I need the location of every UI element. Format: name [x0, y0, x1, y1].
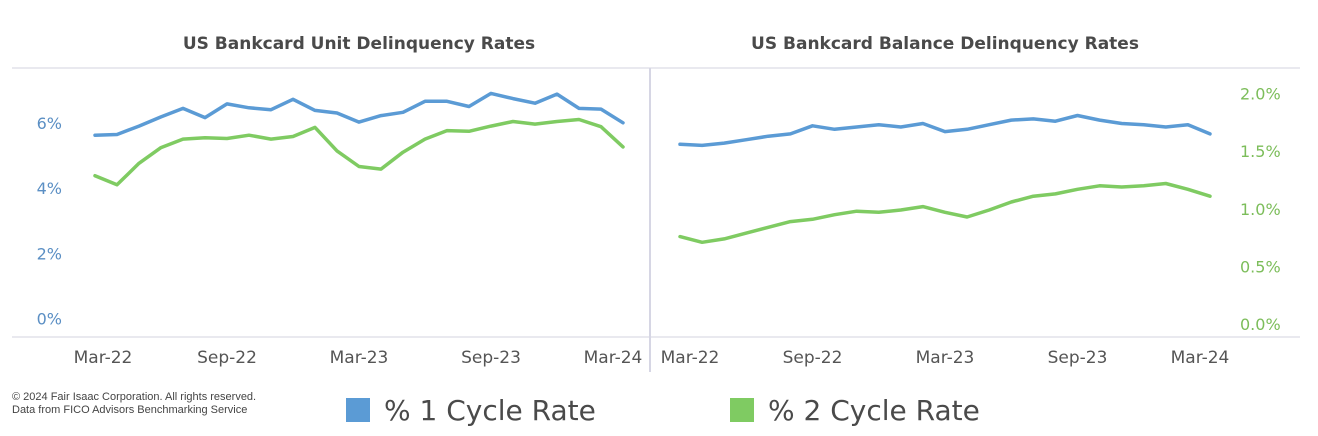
unit-chart-y-axis: 0% 2% 4% 6%	[37, 114, 62, 329]
chart-frame	[12, 67, 1300, 372]
balance-chart-x-axis: Mar-22 Sep-22 Mar-23 Sep-23 Mar-24	[661, 348, 1230, 368]
x-tick-label: Mar-23	[916, 348, 975, 368]
y-tick-label: 1.0%	[1240, 200, 1281, 219]
y-tick-label: 2.0%	[1240, 85, 1281, 104]
series-line-2-cycle	[678, 181, 1212, 245]
legend-label-series2: % 2 Cycle Rate	[768, 393, 980, 427]
y-tick-label: 6%	[37, 114, 62, 133]
x-tick-label: Mar-23	[330, 348, 389, 368]
unit-chart-x-axis: Mar-22 Sep-22 Mar-23 Sep-23 Mar-24	[74, 348, 643, 368]
x-tick-label: Sep-22	[197, 348, 257, 368]
legend-item-series1: % 1 Cycle Rate	[346, 392, 596, 428]
copyright-note: © 2024 Fair Isaac Corporation. All right…	[12, 391, 257, 403]
x-tick-label: Sep-22	[783, 348, 843, 368]
series-line-1-cycle	[678, 113, 1212, 148]
legend-swatch-blue	[346, 398, 370, 422]
x-tick-label: Mar-22	[661, 348, 720, 368]
balance-chart-y-axis: 0.0% 0.5% 1.0% 1.5% 2.0%	[1240, 85, 1281, 335]
y-tick-label: 2%	[37, 244, 62, 263]
x-tick-label: Mar-22	[74, 348, 133, 368]
source-note: Data from FICO Advisors Benchmarking Ser…	[12, 404, 248, 416]
series-line-2-cycle	[93, 117, 625, 187]
y-tick-label: 4%	[37, 179, 62, 198]
x-tick-label: Sep-23	[461, 348, 521, 368]
unit-delinquency-chart: US Bankcard Unit Delinquency Rates 0% 2% 4…	[37, 34, 643, 368]
series-line-1-cycle	[93, 91, 625, 137]
balance-chart-title: US Bankcard Balance Delinquency Rates	[751, 34, 1139, 54]
x-tick-label: Sep-23	[1048, 348, 1108, 368]
y-tick-label: 1.5%	[1240, 142, 1281, 161]
balance-delinquency-chart: US Bankcard Balance Delinquency Rates 0.…	[661, 34, 1281, 368]
y-tick-label: 0.0%	[1240, 315, 1281, 334]
y-tick-label: 0.5%	[1240, 258, 1281, 277]
y-tick-label: 0%	[37, 310, 62, 329]
x-tick-label: Mar-24	[1171, 348, 1230, 368]
unit-chart-title: US Bankcard Unit Delinquency Rates	[183, 34, 535, 54]
legend-item-series2: % 2 Cycle Rate	[730, 392, 980, 428]
unit-chart-lines	[93, 91, 625, 187]
x-tick-label: Mar-24	[584, 348, 643, 368]
balance-chart-lines	[678, 113, 1212, 245]
legend-swatch-green	[730, 398, 754, 422]
legend-label-series1: % 1 Cycle Rate	[384, 393, 596, 427]
